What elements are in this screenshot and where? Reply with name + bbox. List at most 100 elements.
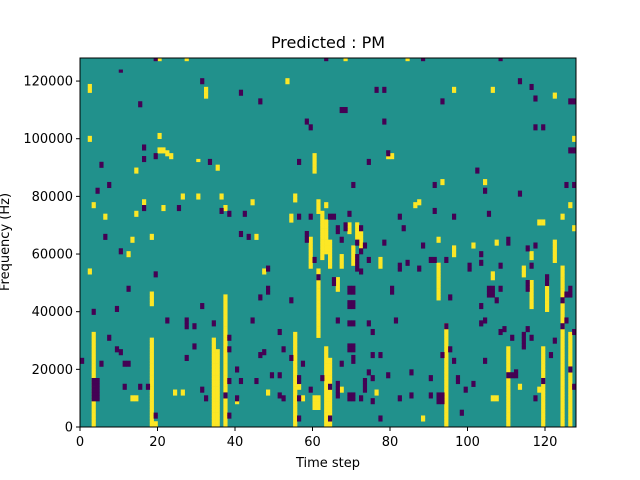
heatmap-cell-high [324,354,329,359]
heatmap-cell-high [444,406,449,410]
heatmap-cell-low [541,124,546,128]
heatmap-cell-high [211,352,216,356]
heatmap-cell-high [328,360,333,364]
heatmap-cell-high [324,403,329,408]
heatmap-cell-high [351,245,356,249]
heatmap-cell-high [293,409,298,413]
heatmap-cell-high [211,395,216,399]
heatmap-cell-low [359,225,364,229]
heatmap-cell-high [541,219,546,223]
heatmap-cell-high [444,409,449,413]
heatmap-cell-high [529,294,534,298]
heatmap-cell-high [560,352,565,356]
heatmap-cell-high [413,205,418,209]
y-tick-label: 80000 [32,190,73,205]
heatmap-cell-low [366,323,371,327]
heatmap-cell-low [153,271,158,275]
heatmap-cell-high [541,421,546,425]
heatmap-cell-low [297,375,302,379]
heatmap-cell-low [145,386,151,390]
heatmap-cell-low [568,150,573,154]
heatmap-cell-high [316,331,321,336]
heatmap-cell-high [91,366,96,370]
heatmap-cell-low [463,386,468,390]
heatmap-cell-high [149,343,154,347]
heatmap-cell-high [440,181,445,186]
heatmap-cell-high [490,271,495,275]
heatmap-cell-high [316,297,321,301]
heatmap-cell-low [390,285,395,289]
heatmap-cell-low [374,86,379,91]
heatmap-cell-low [490,285,495,289]
heatmap-cell-low [428,395,433,399]
heatmap-cell-low [428,259,433,263]
heatmap-cell-high [324,349,329,353]
heatmap-cell-high [568,363,573,367]
heatmap-cell-low [432,184,437,189]
heatmap-cell-high [328,406,333,410]
heatmap-cell-high [134,167,139,171]
heatmap-cell-low [545,277,550,281]
heatmap-cell-low [238,230,244,235]
heatmap-cell-high [149,392,154,396]
x-tick-label: 100 [455,435,480,450]
heatmap-cell-low [347,300,352,304]
heatmap-cell-high [541,409,546,413]
heatmap-cell-low [572,328,577,333]
heatmap-cell-low [227,377,232,382]
heatmap-cell-low [339,236,344,240]
heatmap-cell-low [153,274,158,278]
heatmap-cell-low [417,268,422,272]
heatmap-cell-high [359,230,364,235]
heatmap-cell-low [483,320,488,324]
heatmap-cell-high [444,386,449,390]
heatmap-cell-high [444,349,449,353]
heatmap-cell-low [107,181,112,186]
heatmap-cell-high [560,337,565,341]
heatmap-cell-high [339,254,344,258]
heatmap-cell-high [355,225,360,229]
heatmap-cell-low [114,308,120,312]
heatmap-cell-low [331,279,337,284]
heatmap-cell-high [324,383,329,387]
heatmap-cell-low [335,228,340,232]
heatmap-cell-high [444,328,449,333]
heatmap-cell-low [498,58,503,62]
heatmap-cell-low [525,282,530,287]
heatmap-cell-high [293,375,298,379]
heatmap-cell-high [211,377,216,382]
heatmap-cell-high [343,58,348,62]
heatmap-cell-high [529,282,534,287]
heatmap-cell-high [568,375,573,379]
heatmap-cell-low [95,395,100,399]
heatmap-cell-high [436,297,441,301]
heatmap-cell-high [211,340,216,344]
heatmap-cell-low [560,323,565,327]
heatmap-cell-high [324,377,329,382]
heatmap-cell-low [227,334,232,338]
heatmap-cell-high [541,403,546,408]
heatmap-cell-high [506,360,511,364]
heatmap-cell-high [316,199,321,203]
heatmap-cell-high [91,340,96,344]
heatmap-cell-high [91,357,96,361]
heatmap-cell-low [308,124,313,128]
heatmap-cell-high [324,412,329,416]
heatmap-cell-low [91,308,96,312]
heatmap-cell-high [215,375,220,379]
heatmap-cell-low [366,158,371,163]
heatmap-cell-high [541,346,546,350]
heatmap-cell-high [568,349,573,353]
heatmap-cell-low [335,383,340,387]
heatmap-cell-high [215,403,220,408]
heatmap-cell-high [316,326,321,330]
heatmap-cell-high [293,366,298,370]
heatmap-cell-low [362,383,368,387]
heatmap-cell-high [359,245,364,249]
heatmap-cell-low [312,256,317,261]
heatmap-cell-high [308,256,313,261]
heatmap-cell-low [494,300,499,304]
heatmap-cell-high [413,202,418,206]
heatmap-cell-low [475,170,480,174]
heatmap-cell-high [490,274,495,278]
